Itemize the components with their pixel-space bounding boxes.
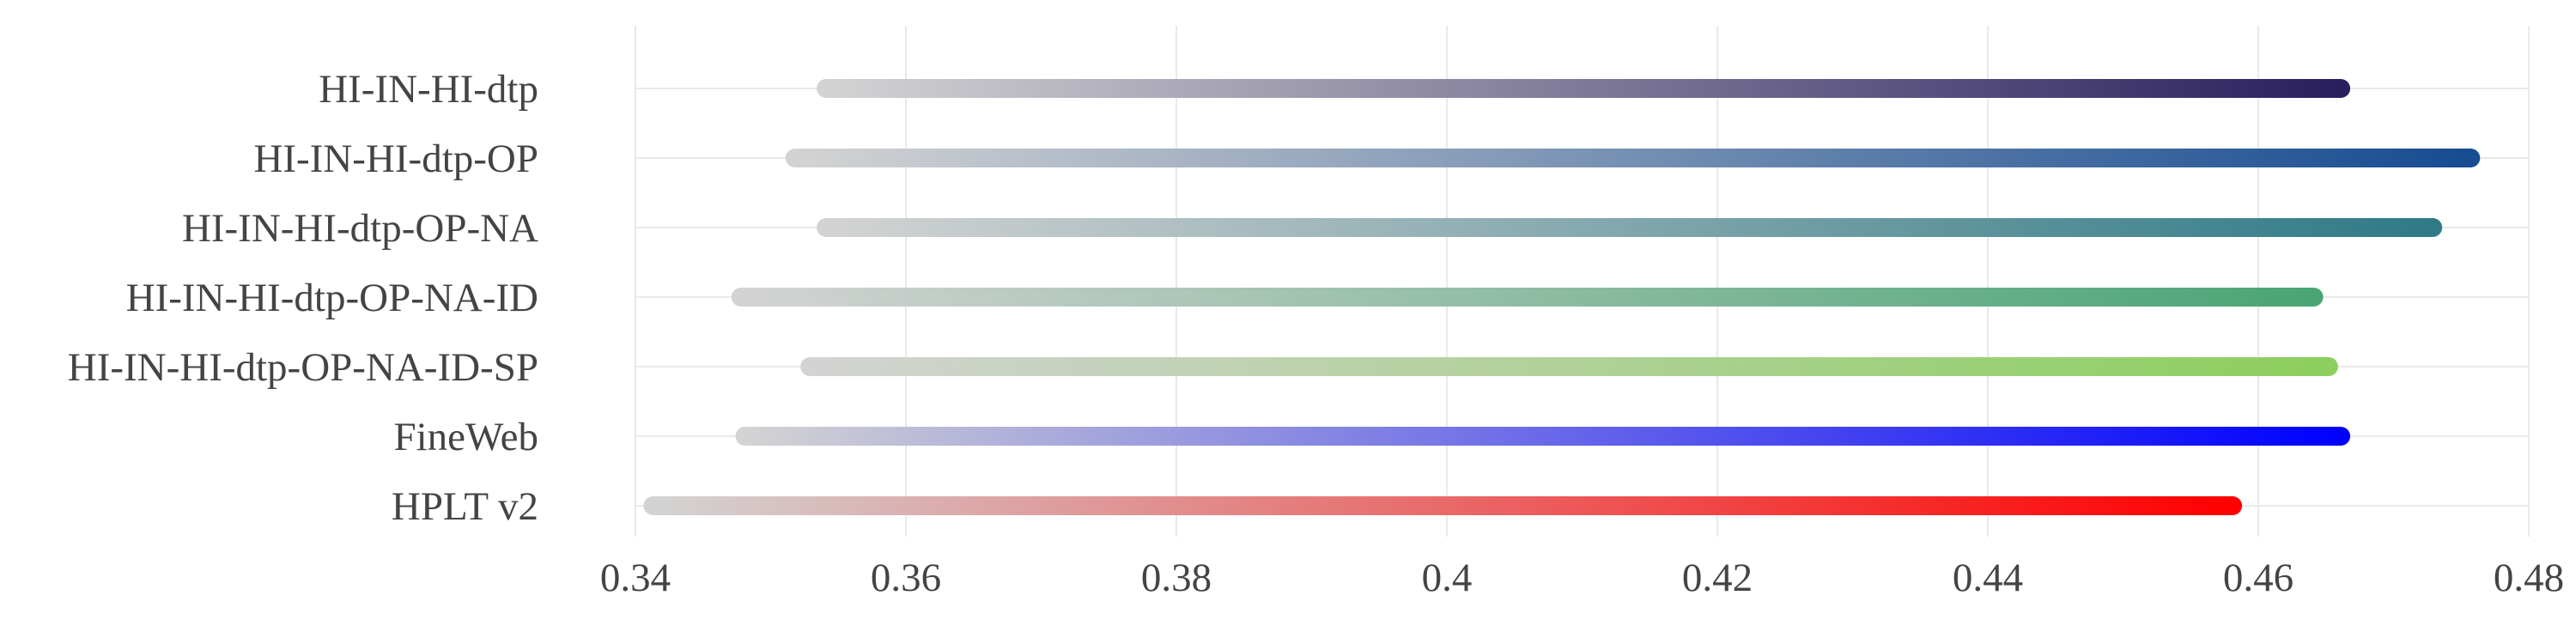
- x-tick-label: 0.42: [1682, 556, 1753, 600]
- x-tick-label: 0.36: [871, 556, 941, 600]
- category-label: HI-IN-HI-dtp-OP: [253, 137, 538, 181]
- bars: [643, 79, 2481, 515]
- x-tick-label: 0.44: [1953, 556, 2023, 600]
- category-label: HI-IN-HI-dtp: [319, 67, 538, 112]
- x-tick-label: 0.46: [2223, 556, 2293, 600]
- grid-lines: [635, 26, 2530, 537]
- category-label: HI-IN-HI-dtp-OP-NA-ID-SP: [68, 345, 538, 390]
- x-tick-label: 0.48: [2494, 556, 2564, 600]
- category-label: FineWeb: [393, 415, 538, 459]
- x-tick-label: 0.38: [1141, 556, 1212, 600]
- x-tick-label: 0.4: [1422, 556, 1473, 600]
- category-label: HI-IN-HI-dtp-OP-NA: [182, 206, 538, 251]
- category-label: HPLT v2: [392, 484, 538, 529]
- category-label: HI-IN-HI-dtp-OP-NA-ID: [126, 276, 538, 320]
- category-labels: HI-IN-HI-dtp HI-IN-HI-dtp-OP HI-IN-HI-dtp-…: [68, 67, 538, 529]
- x-tick-label: 0.34: [600, 556, 671, 600]
- x-axis-tick-labels: 0.34 0.36 0.38 0.4 0.42 0.44 0.46 0.48: [600, 556, 2564, 600]
